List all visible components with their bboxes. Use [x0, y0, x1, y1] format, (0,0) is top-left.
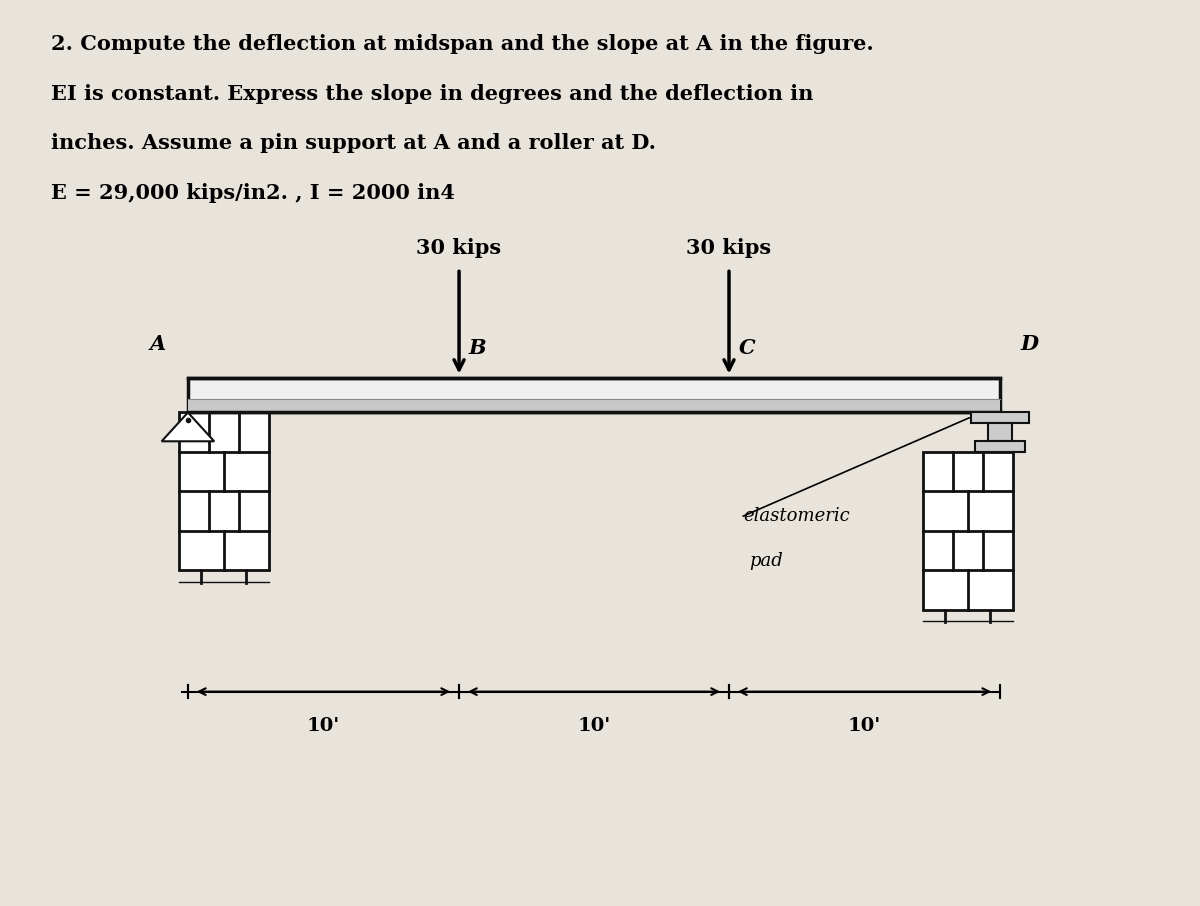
Text: 10': 10'	[577, 717, 611, 735]
Text: 10': 10'	[848, 717, 881, 735]
Text: 10': 10'	[307, 717, 340, 735]
Bar	[179, 412, 269, 570]
Text: D: D	[1021, 334, 1039, 354]
Bar	[923, 452, 1013, 610]
Bar	[988, 423, 1012, 441]
Bar	[972, 412, 1028, 423]
Text: 30 kips: 30 kips	[686, 237, 772, 257]
Text: EI is constant. Express the slope in degrees and the deflection in: EI is constant. Express the slope in deg…	[50, 84, 812, 104]
Bar	[188, 400, 1000, 412]
Text: elastomeric: elastomeric	[743, 507, 850, 525]
Bar	[976, 441, 1025, 452]
Text: C: C	[738, 339, 755, 359]
Bar	[188, 379, 1000, 412]
Text: pad: pad	[749, 552, 784, 570]
Text: E = 29,000 kips/in2. , I = 2000 in4: E = 29,000 kips/in2. , I = 2000 in4	[50, 183, 455, 203]
Text: 30 kips: 30 kips	[416, 237, 502, 257]
Text: B: B	[469, 339, 486, 359]
Text: A: A	[150, 334, 166, 354]
Text: inches. Assume a pin support at A and a roller at D.: inches. Assume a pin support at A and a …	[50, 133, 655, 153]
Text: 2. Compute the deflection at midspan and the slope at A in the figure.: 2. Compute the deflection at midspan and…	[50, 34, 874, 54]
Polygon shape	[162, 412, 214, 441]
